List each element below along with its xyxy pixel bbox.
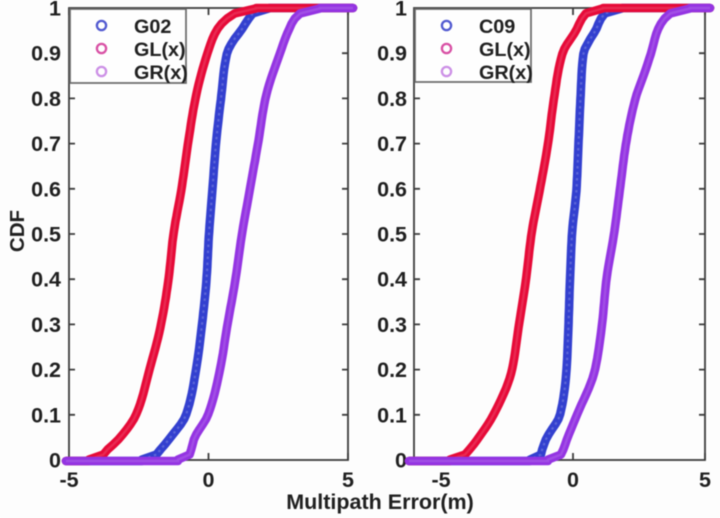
svg-text:-5: -5 (431, 468, 450, 492)
svg-text:GL(x): GL(x) (479, 39, 531, 61)
svg-text:CDF: CDF (6, 210, 29, 252)
svg-text:5: 5 (342, 468, 354, 492)
svg-text:0.7: 0.7 (377, 132, 407, 156)
svg-text:GL(x): GL(x) (134, 39, 186, 61)
svg-text:0.1: 0.1 (31, 403, 61, 427)
svg-text:0.1: 0.1 (377, 403, 407, 427)
svg-text:C09: C09 (479, 16, 515, 38)
svg-text:0.8: 0.8 (377, 87, 407, 111)
svg-text:1: 1 (49, 0, 61, 21)
svg-text:0.6: 0.6 (31, 177, 61, 201)
svg-text:0.8: 0.8 (31, 87, 61, 111)
svg-text:GR(x): GR(x) (134, 62, 188, 84)
svg-text:G02: G02 (134, 16, 171, 38)
svg-text:0: 0 (567, 468, 579, 492)
svg-text:0.3: 0.3 (377, 313, 407, 337)
svg-text:-5: -5 (59, 468, 78, 492)
svg-text:Multipath Error(m): Multipath Error(m) (286, 490, 474, 514)
svg-text:0.2: 0.2 (31, 358, 61, 382)
svg-text:1: 1 (395, 0, 407, 21)
svg-text:0.9: 0.9 (377, 42, 407, 66)
svg-text:0.5: 0.5 (377, 223, 407, 247)
svg-text:0.7: 0.7 (31, 132, 61, 156)
svg-text:0: 0 (203, 468, 215, 492)
svg-text:0.4: 0.4 (31, 268, 61, 292)
svg-text:5: 5 (699, 468, 711, 492)
svg-text:0: 0 (395, 449, 407, 473)
svg-text:0.3: 0.3 (31, 313, 61, 337)
svg-text:0.6: 0.6 (377, 177, 407, 201)
svg-text:0.2: 0.2 (377, 358, 407, 382)
svg-text:0.4: 0.4 (377, 268, 407, 292)
svg-text:GR(x): GR(x) (479, 62, 533, 84)
svg-text:0.5: 0.5 (31, 223, 61, 247)
svg-text:0: 0 (49, 449, 61, 473)
svg-text:0.9: 0.9 (31, 42, 61, 66)
